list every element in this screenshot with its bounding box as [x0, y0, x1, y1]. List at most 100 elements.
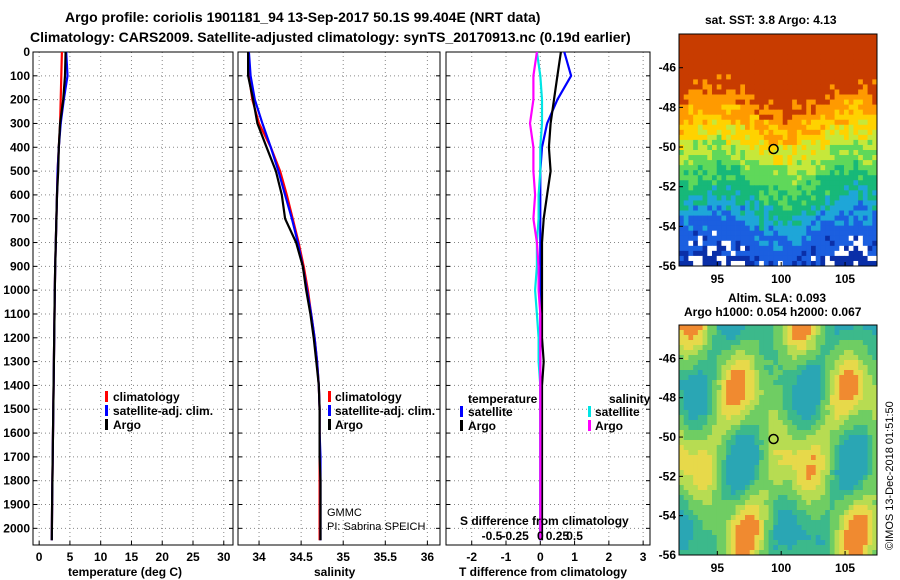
map-cell [697, 210, 703, 216]
map-cell [721, 185, 727, 191]
map-cell [702, 240, 708, 247]
map-cell [862, 220, 868, 227]
map-cell [693, 185, 699, 191]
map-cell [820, 104, 826, 111]
map-cell [834, 200, 840, 206]
map-cell [730, 190, 736, 196]
map-cell [730, 460, 736, 466]
map-cell [778, 240, 784, 247]
map-cell [782, 470, 788, 476]
map-cell [862, 480, 868, 486]
map-cell [844, 325, 850, 331]
map-cell [796, 170, 802, 176]
map-cell [834, 480, 840, 486]
map-cell [712, 400, 718, 406]
map-cell [844, 89, 850, 95]
map-cell [872, 470, 878, 476]
map-cell [839, 525, 845, 531]
map-cell [858, 340, 864, 346]
map-cell [754, 395, 760, 401]
map-cell [825, 134, 831, 141]
map-cell [688, 139, 694, 146]
map-cell [707, 89, 713, 95]
map-cell [697, 465, 703, 471]
map-cell [768, 210, 774, 216]
map-cell [820, 530, 826, 536]
legend-s-satellite: satellite [595, 405, 640, 419]
map-cell [829, 395, 835, 401]
map-cell [848, 440, 854, 446]
map-cell [726, 330, 732, 336]
map-cell [759, 250, 765, 257]
map-cell [759, 525, 765, 531]
map-cell [735, 129, 741, 136]
map-cell [792, 59, 798, 65]
map-cell [853, 134, 859, 141]
map-cell [853, 165, 859, 171]
map-cell [806, 175, 812, 181]
map-cell [853, 210, 859, 216]
map-cell [778, 155, 784, 161]
map-cell [815, 150, 821, 156]
map-cell [867, 89, 873, 95]
map-cell [721, 84, 727, 90]
map-cell [749, 144, 755, 151]
map-cell [782, 425, 788, 431]
map-cell [872, 410, 878, 416]
map-cell [702, 370, 708, 376]
map-cell [688, 94, 694, 100]
map-cell [679, 360, 685, 366]
y-tick-label: 900 [10, 259, 30, 273]
map-cell [834, 465, 840, 471]
map-cell [858, 495, 864, 501]
map-cell [707, 420, 713, 426]
map-cell [735, 530, 741, 536]
y-tick-label: 300 [10, 116, 30, 130]
map-cell [693, 170, 699, 176]
map-cell [862, 540, 868, 546]
map-cell [801, 360, 807, 366]
map-cell [844, 69, 850, 75]
map-cell [782, 250, 788, 257]
map-cell [782, 460, 788, 466]
map-cell [811, 104, 817, 111]
map-cell [773, 515, 779, 521]
map-cell [872, 370, 878, 376]
map-cell [707, 360, 713, 366]
y-tick-label: 200 [10, 93, 30, 107]
map-cell [801, 250, 807, 257]
map-cell [730, 365, 736, 371]
map-cell [811, 99, 817, 106]
map-cell [740, 495, 746, 501]
map-cell [716, 139, 722, 146]
legend-satellite: satellite-adj. clim. [335, 404, 435, 418]
map-cell [679, 390, 685, 396]
map-cell [683, 255, 689, 262]
map-cell [721, 235, 727, 242]
map-cell [796, 470, 802, 476]
map-cell [848, 124, 854, 131]
map-cell [716, 345, 722, 351]
map-cell [749, 49, 755, 55]
map-cell [730, 84, 736, 90]
map-cell [867, 540, 873, 546]
map-cell [693, 405, 699, 411]
map-cell [683, 114, 689, 121]
map-cell [792, 150, 798, 156]
map-cell [712, 390, 718, 396]
map-cell [778, 165, 784, 171]
map-cell [679, 435, 685, 441]
map-cell [853, 215, 859, 222]
map-cell [806, 445, 812, 451]
map-cell [683, 520, 689, 526]
map-cell [806, 185, 812, 191]
map-cell [740, 480, 746, 486]
map-cell [712, 69, 718, 75]
map-cell [697, 445, 703, 451]
map-cell [740, 114, 746, 121]
map-cell [773, 405, 779, 411]
map-cell [740, 430, 746, 436]
map-cell [716, 520, 722, 526]
map-cell [745, 190, 751, 196]
